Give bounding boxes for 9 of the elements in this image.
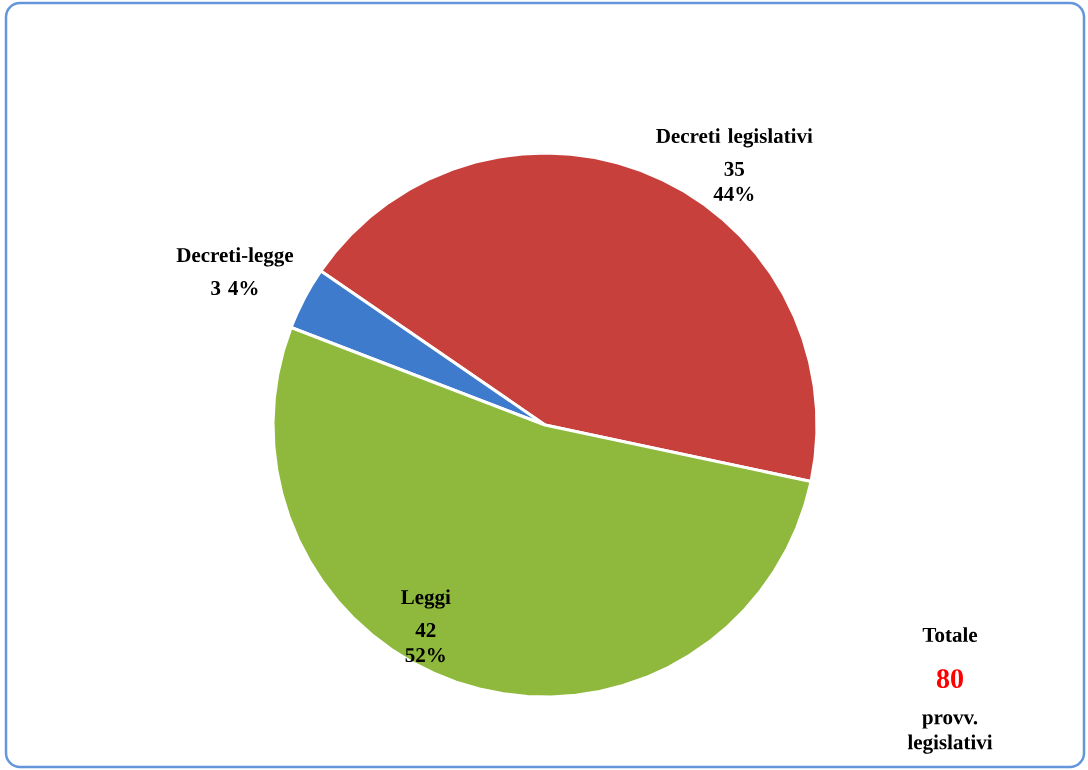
data-label: 42 52%: [405, 622, 445, 663]
text: provv. legislativi: [907, 714, 993, 754]
text: Totale: [922, 627, 978, 642]
data-label: 35 44%: [713, 161, 754, 202]
slice-label: Decreti legislativi: [656, 128, 813, 148]
slice-label: Leggi: [401, 589, 451, 609]
data-label: 3 4%: [211, 280, 258, 296]
slice-label: Decreti-legge: [176, 247, 294, 267]
text: 80: [936, 669, 963, 689]
